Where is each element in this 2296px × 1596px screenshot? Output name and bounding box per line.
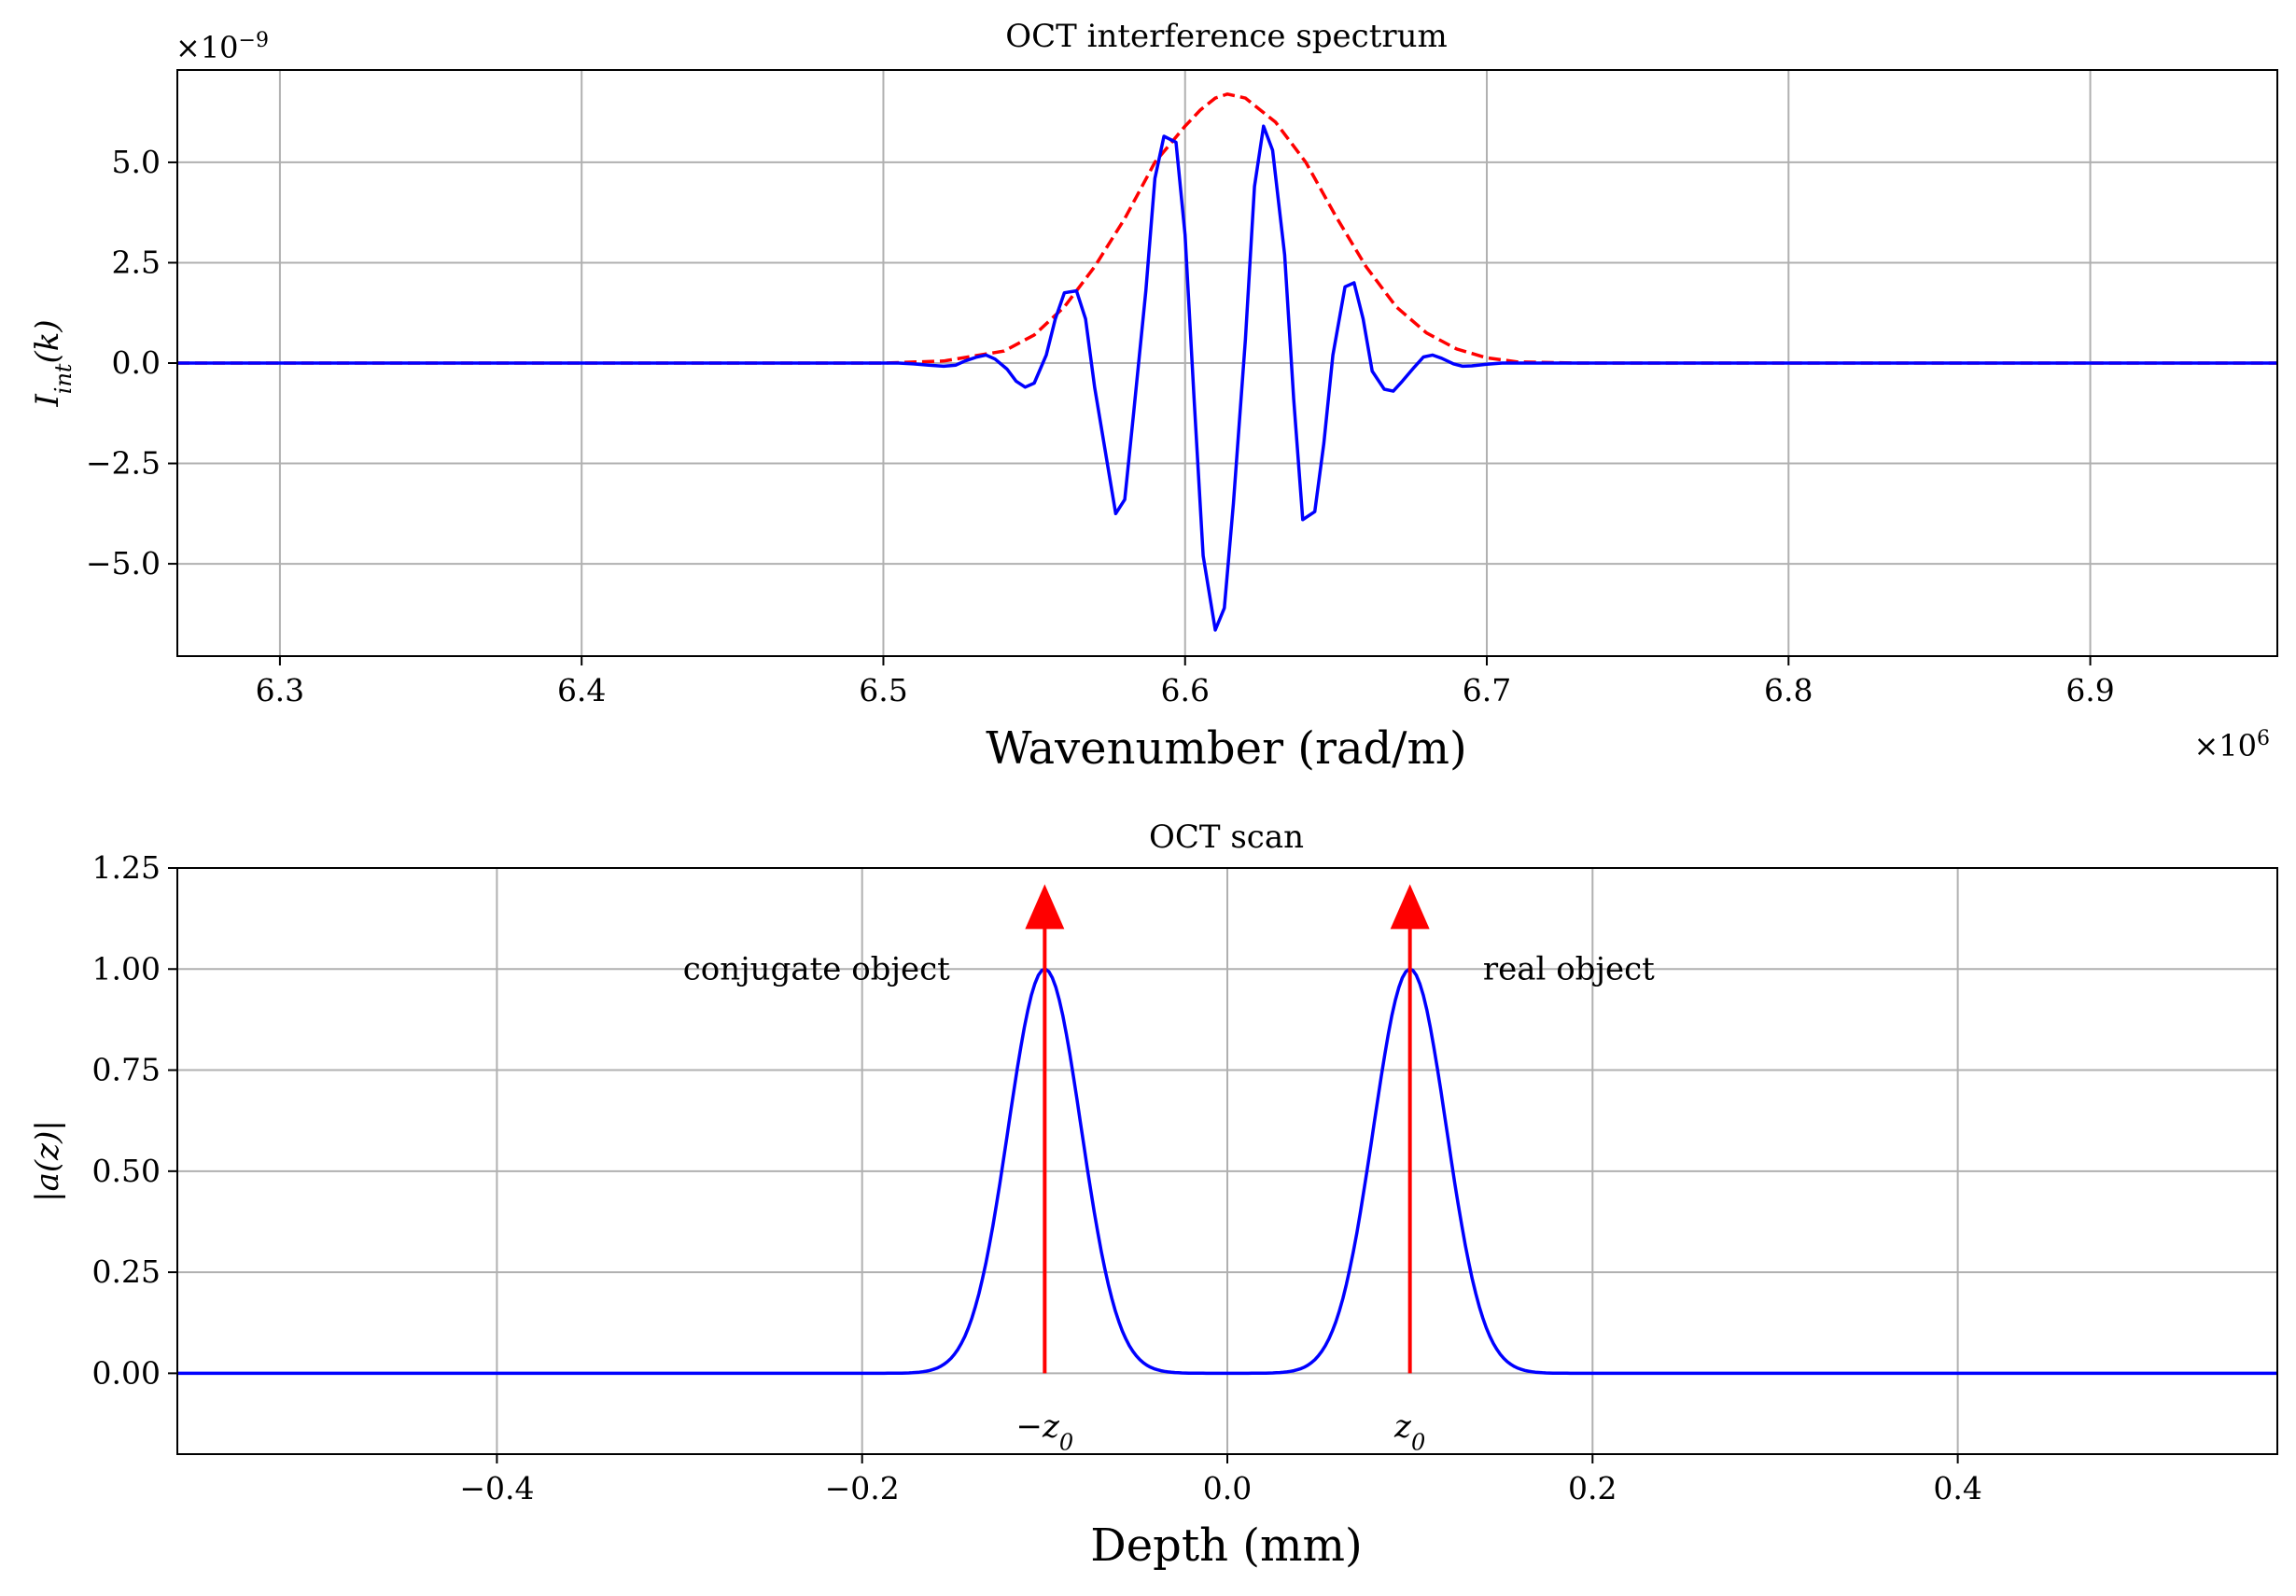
spectrum-y-tick-label: 5.0 — [112, 144, 161, 180]
scan-y-tick-label: 0.75 — [92, 1052, 161, 1088]
scan-title: OCT scan — [1149, 819, 1304, 856]
scan-y-tick-label: 1.25 — [92, 849, 161, 886]
scan-x-tick-label: 0.0 — [1203, 1470, 1252, 1506]
spectrum-x-tick-label: 6.6 — [1160, 672, 1209, 708]
spectrum-y-tick-label: −5.0 — [86, 545, 161, 581]
object-marker-arrowhead — [1025, 884, 1065, 930]
scan-annotation: real object — [1483, 950, 1655, 987]
spectrum-x-tick-label: 6.4 — [557, 672, 606, 708]
spectrum-signal-line — [177, 124, 2277, 632]
spectrum-title: OCT interference spectrum — [1005, 18, 1448, 55]
spectrum-x-axis-label: Wavenumber (rad/m) — [986, 722, 1466, 775]
spectrum-ticks: 6.3 6.4 6.5 6.6 6.7 6.8 6.9 −5.0 −2.5 0.0 2.5 5.0 — [86, 144, 2115, 708]
spectrum-x-tick-label: 6.8 — [1764, 672, 1813, 708]
spectrum-envelope-series — [177, 91, 2277, 365]
spectrum-x-tick-label: 6.9 — [2065, 672, 2114, 708]
scan-x-tick-label: 0.4 — [1933, 1470, 1981, 1506]
spectrum-y-tick-label: 0.0 — [112, 344, 161, 381]
scan-y-tick-label: 0.25 — [92, 1253, 161, 1290]
scan-y-tick-label: 1.00 — [92, 950, 161, 987]
scan-annotations: conjugate object real object — [683, 950, 1655, 987]
scan-x-axis-label: Depth (mm) — [1090, 1519, 1363, 1572]
scan-object-markers: −z0 z0 — [1016, 884, 1430, 1456]
spectrum-x-tick-label: 6.3 — [256, 672, 304, 708]
spectrum-signal-series — [177, 124, 2277, 632]
scan-x-tick-label: −0.2 — [825, 1470, 900, 1506]
spectrum-envelope-line — [177, 91, 2277, 365]
scan-ticks: −0.4 −0.2 0.0 0.2 0.4 0.00 0.25 0.50 0.75 1.00 1.2… — [92, 849, 1982, 1506]
spectrum-y-tick-label: −2.5 — [86, 445, 161, 482]
scan-y-axis-label: |a(z)| — [29, 1120, 66, 1202]
scan-signal-series — [177, 967, 2277, 1376]
scan-panel: OCT scan −z0 z0 −0.4 −0.2 0.0 0.2 0.4 0.00 0.25… — [29, 819, 2278, 1572]
scan-signal-line — [177, 967, 2277, 1376]
object-marker-arrowhead — [1390, 884, 1430, 930]
spectrum-y-tick-label: 2.5 — [112, 244, 161, 280]
scan-annotation: conjugate object — [683, 950, 950, 987]
scan-x-tick-label: −0.4 — [459, 1470, 534, 1506]
scan-y-tick-label: 0.50 — [92, 1153, 161, 1189]
spectrum-panel: OCT interference spectrum 6.3 6.4 6.5 6.6 6.… — [29, 18, 2278, 775]
scan-x-tick-label: 0.2 — [1568, 1470, 1617, 1506]
spectrum-x-tick-label: 6.5 — [859, 672, 907, 708]
scan-y-tick-label: 0.00 — [92, 1354, 161, 1391]
spectrum-x-tick-label: 6.7 — [1463, 672, 1511, 708]
